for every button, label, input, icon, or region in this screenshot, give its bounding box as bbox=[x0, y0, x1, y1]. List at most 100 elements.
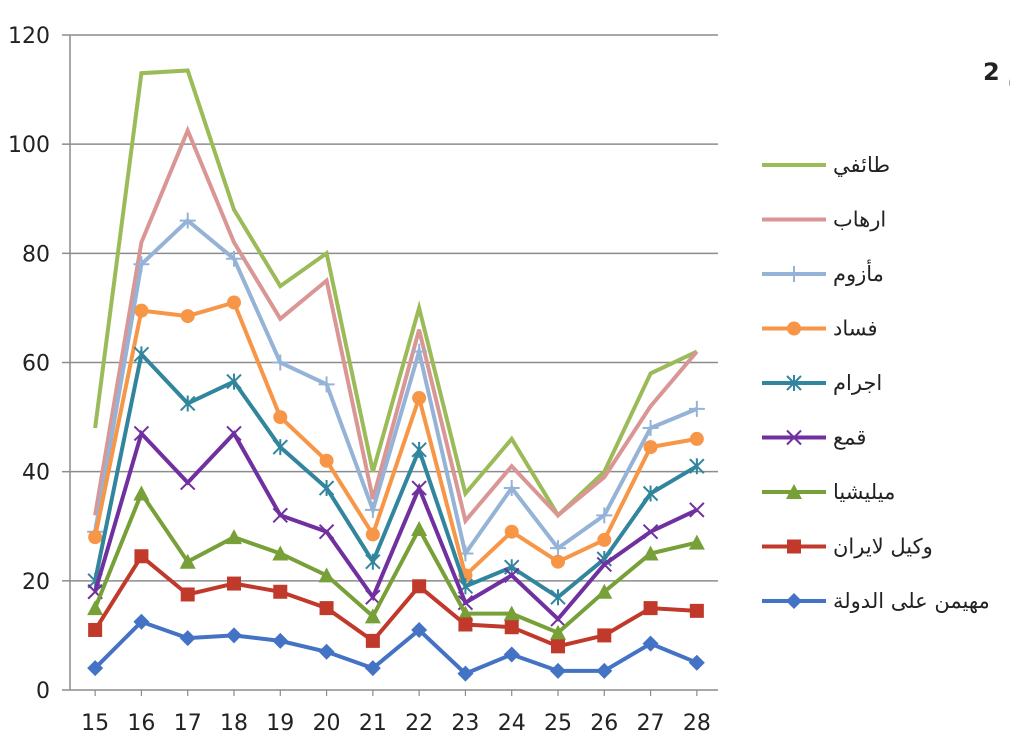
data-point bbox=[319, 601, 334, 616]
y-tick-label: 20 bbox=[22, 570, 50, 595]
data-point bbox=[689, 603, 704, 618]
y-tick-label: 60 bbox=[22, 352, 50, 377]
legend-label: ارهاب bbox=[833, 208, 886, 232]
data-point bbox=[642, 545, 659, 561]
data-point bbox=[596, 507, 613, 524]
data-point bbox=[365, 527, 380, 542]
data-point bbox=[180, 474, 196, 491]
data-point bbox=[411, 441, 427, 458]
series-6 bbox=[87, 425, 705, 627]
data-point bbox=[364, 501, 381, 518]
series-line bbox=[93, 125, 699, 526]
data-point bbox=[689, 502, 705, 518]
x-tick-label: 22 bbox=[405, 711, 433, 736]
x-tick-label: 18 bbox=[220, 711, 248, 736]
series-4 bbox=[88, 295, 704, 583]
legend-label: اجرام bbox=[833, 371, 882, 395]
x-tick-label: 23 bbox=[451, 711, 479, 736]
y-tick-label: 40 bbox=[22, 461, 50, 486]
series-9 bbox=[87, 613, 705, 682]
data-point bbox=[134, 549, 149, 564]
data-point bbox=[504, 620, 519, 635]
series-8 bbox=[88, 549, 704, 654]
data-point bbox=[133, 346, 150, 363]
data-point bbox=[643, 601, 658, 616]
legend-marker bbox=[786, 375, 802, 391]
data-point bbox=[365, 589, 381, 605]
legend: طائفي ارهاب مأزوم فساد اجرام قمع ميليشيا وكيل ل… bbox=[762, 153, 990, 613]
data-point bbox=[365, 553, 381, 570]
data-point bbox=[596, 662, 613, 679]
series-line bbox=[93, 429, 698, 622]
data-point bbox=[180, 395, 196, 412]
data-point bbox=[133, 485, 150, 501]
data-point bbox=[273, 584, 288, 599]
x-axis-ticks: 15 16 17 18 19 20 21 22 23 24 25 26 27 28 bbox=[81, 711, 711, 736]
data-point bbox=[504, 567, 520, 584]
legend-label: وكيل لايران bbox=[833, 535, 933, 559]
series-2 bbox=[93, 125, 699, 526]
data-point bbox=[412, 390, 427, 405]
data-point bbox=[550, 624, 566, 640]
data-point bbox=[179, 553, 196, 569]
data-point bbox=[226, 425, 242, 442]
data-point bbox=[272, 507, 288, 524]
series-line bbox=[93, 300, 698, 580]
legend-marker bbox=[786, 484, 802, 499]
legend-item-6: قمع bbox=[762, 426, 866, 450]
data-point bbox=[411, 520, 428, 536]
y-tick-label: 120 bbox=[8, 24, 50, 49]
series-line bbox=[93, 553, 698, 649]
data-point bbox=[319, 453, 334, 468]
data-point bbox=[318, 376, 335, 393]
data-point bbox=[411, 621, 428, 638]
data-point bbox=[550, 611, 566, 627]
data-point bbox=[133, 613, 150, 630]
series-line bbox=[93, 217, 698, 559]
data-point bbox=[88, 622, 103, 637]
x-tick-label: 15 bbox=[81, 711, 109, 736]
data-point bbox=[551, 554, 565, 569]
data-point bbox=[688, 534, 705, 550]
legend-item-4: فساد bbox=[762, 317, 878, 341]
data-point bbox=[272, 439, 288, 456]
data-point bbox=[503, 646, 520, 663]
data-point bbox=[272, 545, 289, 561]
series-line bbox=[93, 350, 698, 600]
x-tick-label: 26 bbox=[590, 711, 618, 736]
data-point bbox=[318, 567, 335, 583]
data-point bbox=[642, 485, 659, 502]
data-point bbox=[226, 373, 242, 390]
data-point bbox=[134, 303, 149, 318]
x-tick-label: 17 bbox=[174, 711, 202, 736]
legend-label: طائفي bbox=[833, 153, 890, 177]
data-point bbox=[273, 410, 288, 425]
data-point bbox=[318, 480, 335, 497]
legend-marker bbox=[787, 321, 801, 336]
data-point bbox=[551, 639, 565, 654]
data-point bbox=[226, 627, 242, 644]
legend-item-5: اجرام bbox=[762, 371, 882, 395]
series-1 bbox=[93, 68, 698, 519]
legend-marker bbox=[786, 593, 802, 609]
x-tick-label: 25 bbox=[544, 711, 572, 736]
y-tick-label: 80 bbox=[22, 242, 50, 267]
x-tick-label: 16 bbox=[127, 711, 155, 736]
legend-item-1: طائفي bbox=[762, 153, 890, 177]
series-3 bbox=[87, 212, 705, 562]
data-point bbox=[365, 633, 380, 648]
data-point bbox=[133, 256, 150, 273]
data-point bbox=[688, 654, 705, 671]
data-point bbox=[458, 617, 473, 632]
legend-item-7: ميليشيا bbox=[762, 480, 895, 504]
data-point bbox=[133, 425, 150, 442]
legend-item-8: وكيل لايران bbox=[762, 535, 933, 559]
data-point bbox=[642, 420, 659, 436]
data-point bbox=[597, 532, 612, 547]
data-point bbox=[88, 530, 103, 545]
data-point bbox=[87, 600, 104, 616]
y-tick-label: 100 bbox=[8, 133, 50, 158]
data-point bbox=[688, 400, 705, 417]
data-point bbox=[457, 605, 474, 621]
